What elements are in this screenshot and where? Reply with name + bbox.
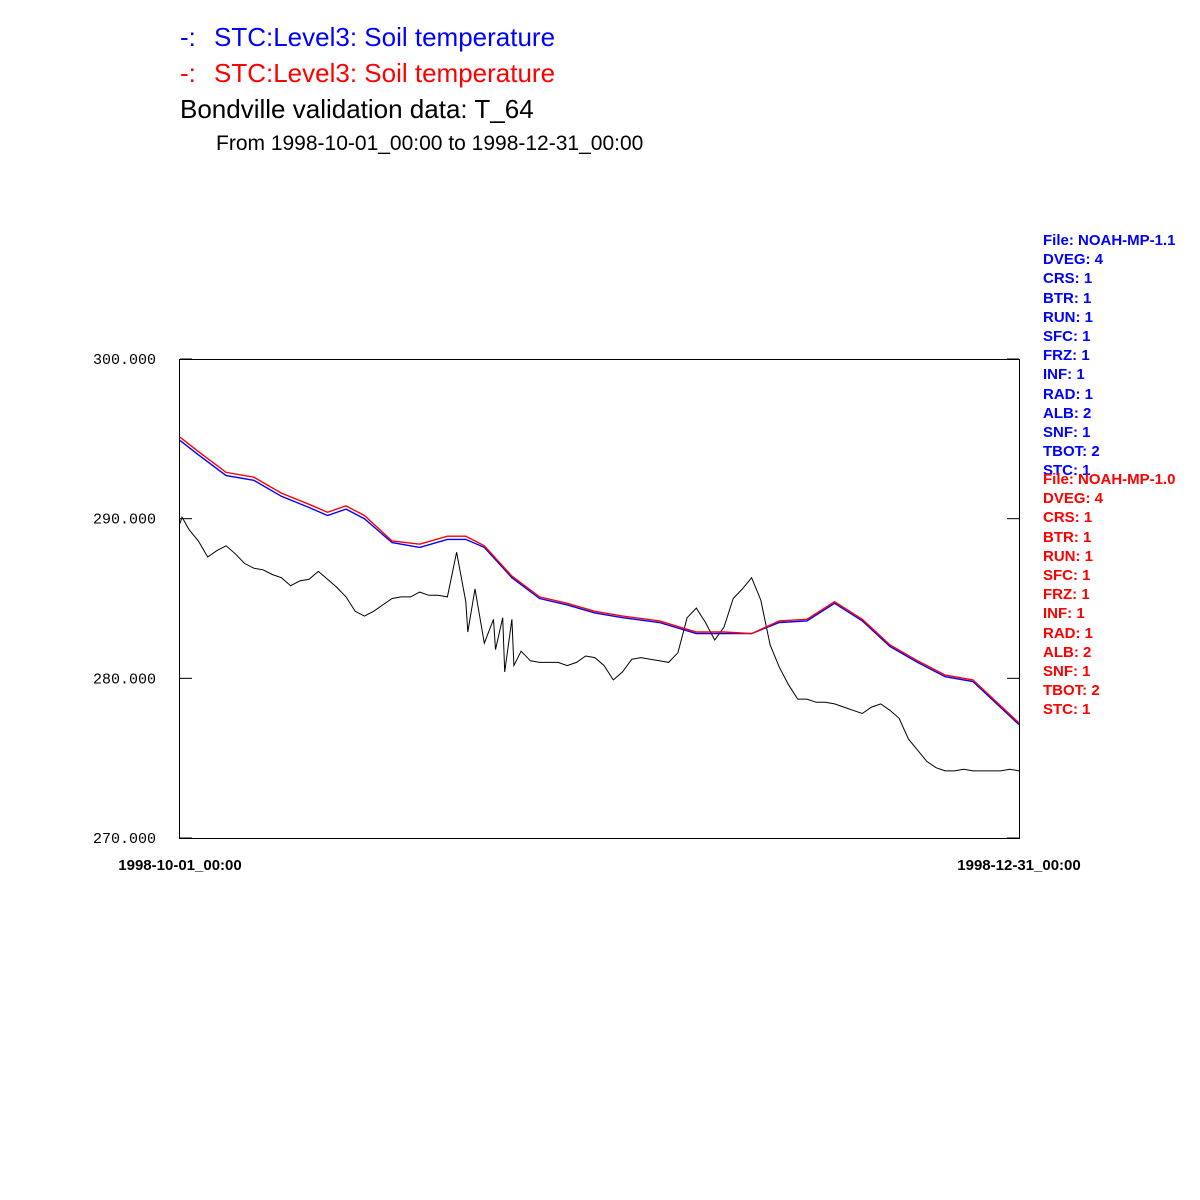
legend-red-rad: RAD: 1 bbox=[1043, 624, 1094, 642]
legend-red-file: File: NOAH-MP-1.0 bbox=[1043, 471, 1176, 488]
legend-red-btr: BTR: 1 bbox=[1043, 528, 1092, 546]
legend-red-stc: STC: 1 bbox=[1043, 701, 1091, 719]
legend-red-frz: FRZ: 1 bbox=[1043, 586, 1090, 604]
legend-red-alb: ALB: 2 bbox=[1043, 643, 1092, 661]
legend-red-dveg: DVEG: 4 bbox=[1043, 490, 1104, 508]
x-tick-label: 1998-10-01_00:00 bbox=[118, 857, 241, 874]
y-tick-label: 300.000 bbox=[93, 352, 156, 369]
y-tick-marks bbox=[180, 358, 1019, 839]
y-tick-label: 270.000 bbox=[93, 831, 156, 848]
series1-title-text: STC:Level3: Soil temperature bbox=[214, 22, 556, 52]
series-line-noah-mp-1-1 bbox=[179, 439, 1020, 726]
legend-blue-file: File: NOAH-MP-1.1 bbox=[1043, 232, 1176, 249]
series-line-noah-mp-1-0 bbox=[179, 436, 1020, 724]
series-line-observed bbox=[179, 515, 1020, 772]
legend-blue-run: RUN: 1 bbox=[1043, 308, 1094, 326]
legend-blue-stc: STC: 1 bbox=[1043, 462, 1091, 480]
legend-red-run: RUN: 1 bbox=[1043, 547, 1094, 565]
x-tick-label: 1998-12-31_00:00 bbox=[957, 857, 1080, 874]
legend-red-sfc: SFC: 1 bbox=[1043, 566, 1091, 584]
date-range-subtitle: From 1998-10-01_00:00 to 1998-12-31_00:0… bbox=[216, 132, 644, 155]
legend-red-snf: SNF: 1 bbox=[1043, 662, 1091, 680]
y-tick-label: 280.000 bbox=[93, 671, 156, 688]
legend-blue: File: NOAH-MP-1.1 DVEG: 4 CRS: 1 BTR: 1 … bbox=[1043, 231, 1176, 480]
legend-blue-tbot: TBOT: 2 bbox=[1043, 443, 1100, 461]
legend-blue-sfc: SFC: 1 bbox=[1043, 327, 1091, 345]
series1-prefix: -: bbox=[180, 22, 196, 52]
legend-blue-crs: CRS: 1 bbox=[1043, 270, 1093, 288]
validation-title: Bondville validation data: T_64 bbox=[180, 94, 534, 124]
legend-blue-frz: FRZ: 1 bbox=[1043, 347, 1090, 365]
legend-red: File: NOAH-MP-1.0 DVEG: 4 CRS: 1 BTR: 1 … bbox=[1043, 470, 1176, 719]
plot-frame bbox=[179, 359, 1020, 839]
series1-title: -: STC:Level3: Soil temperature bbox=[180, 22, 555, 53]
y-tick-labels: 300.000 290.000 280.000 270.000 bbox=[93, 352, 156, 848]
legend-blue-inf: INF: 1 bbox=[1043, 366, 1085, 384]
series2-title: -: STC:Level3: Soil temperature bbox=[180, 58, 555, 89]
legend-blue-rad: RAD: 1 bbox=[1043, 385, 1094, 403]
series2-title-text: STC:Level3: Soil temperature bbox=[214, 58, 556, 88]
legend-blue-alb: ALB: 2 bbox=[1043, 404, 1092, 422]
series2-prefix: -: bbox=[180, 58, 196, 88]
legend-red-tbot: TBOT: 2 bbox=[1043, 682, 1100, 700]
legend-red-crs: CRS: 1 bbox=[1043, 509, 1093, 527]
legend-blue-snf: SNF: 1 bbox=[1043, 423, 1091, 441]
x-tick-labels: 1998-10-01_00:00 1998-12-31_00:00 bbox=[118, 857, 1080, 874]
y-tick-label: 290.000 bbox=[93, 512, 156, 529]
legend-blue-dveg: DVEG: 4 bbox=[1043, 251, 1104, 269]
series-layer bbox=[179, 436, 1020, 772]
legend-blue-btr: BTR: 1 bbox=[1043, 289, 1092, 307]
legend-red-inf: INF: 1 bbox=[1043, 605, 1085, 623]
